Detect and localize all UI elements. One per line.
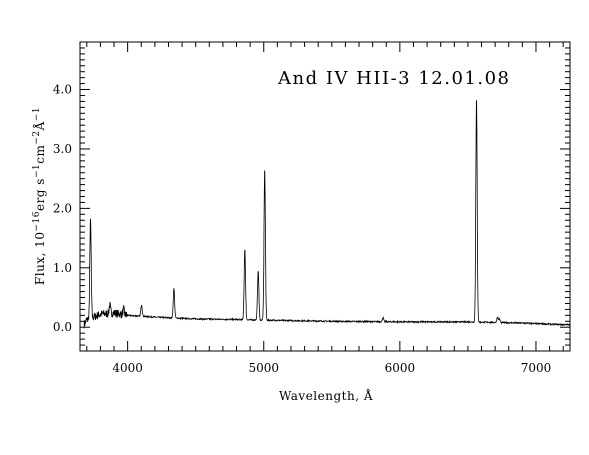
y-axis-label-part: −2 [32, 130, 42, 144]
spectrum-line [83, 99, 571, 329]
y-tick-label: 1.0 [53, 261, 72, 275]
y-axis-label-part: cm [33, 145, 47, 164]
y-axis-label-part: Flux, 10 [33, 232, 47, 286]
x-tick-label: 5000 [248, 361, 279, 375]
y-axis-label-part: Å [32, 121, 47, 131]
x-tick-label: 7000 [521, 361, 552, 375]
axis-ticks [80, 42, 570, 351]
axis-tick-labels: 4000 5000 6000 7000 0.0 1.0 2.0 3.0 4.0 [53, 83, 551, 375]
y-tick-label: 3.0 [53, 142, 72, 156]
y-axis-label-part: erg s [33, 178, 47, 211]
y-axis-label: Flux, 10−16erg s−1cm−2Å−1 [32, 107, 47, 285]
y-axis-label-part: −16 [32, 211, 42, 232]
x-tick-label: 4000 [112, 361, 143, 375]
y-tick-label: 4.0 [53, 83, 72, 97]
y-tick-label: 0.0 [53, 320, 72, 334]
chart-title: And IV HII-3 12.01.08 [277, 68, 511, 89]
y-axis-label-part: −1 [32, 107, 42, 121]
x-axis-label: Wavelength, Å [279, 388, 373, 403]
x-tick-label: 6000 [385, 361, 416, 375]
y-axis-label-part: −1 [32, 164, 42, 178]
y-tick-label: 2.0 [53, 201, 72, 215]
